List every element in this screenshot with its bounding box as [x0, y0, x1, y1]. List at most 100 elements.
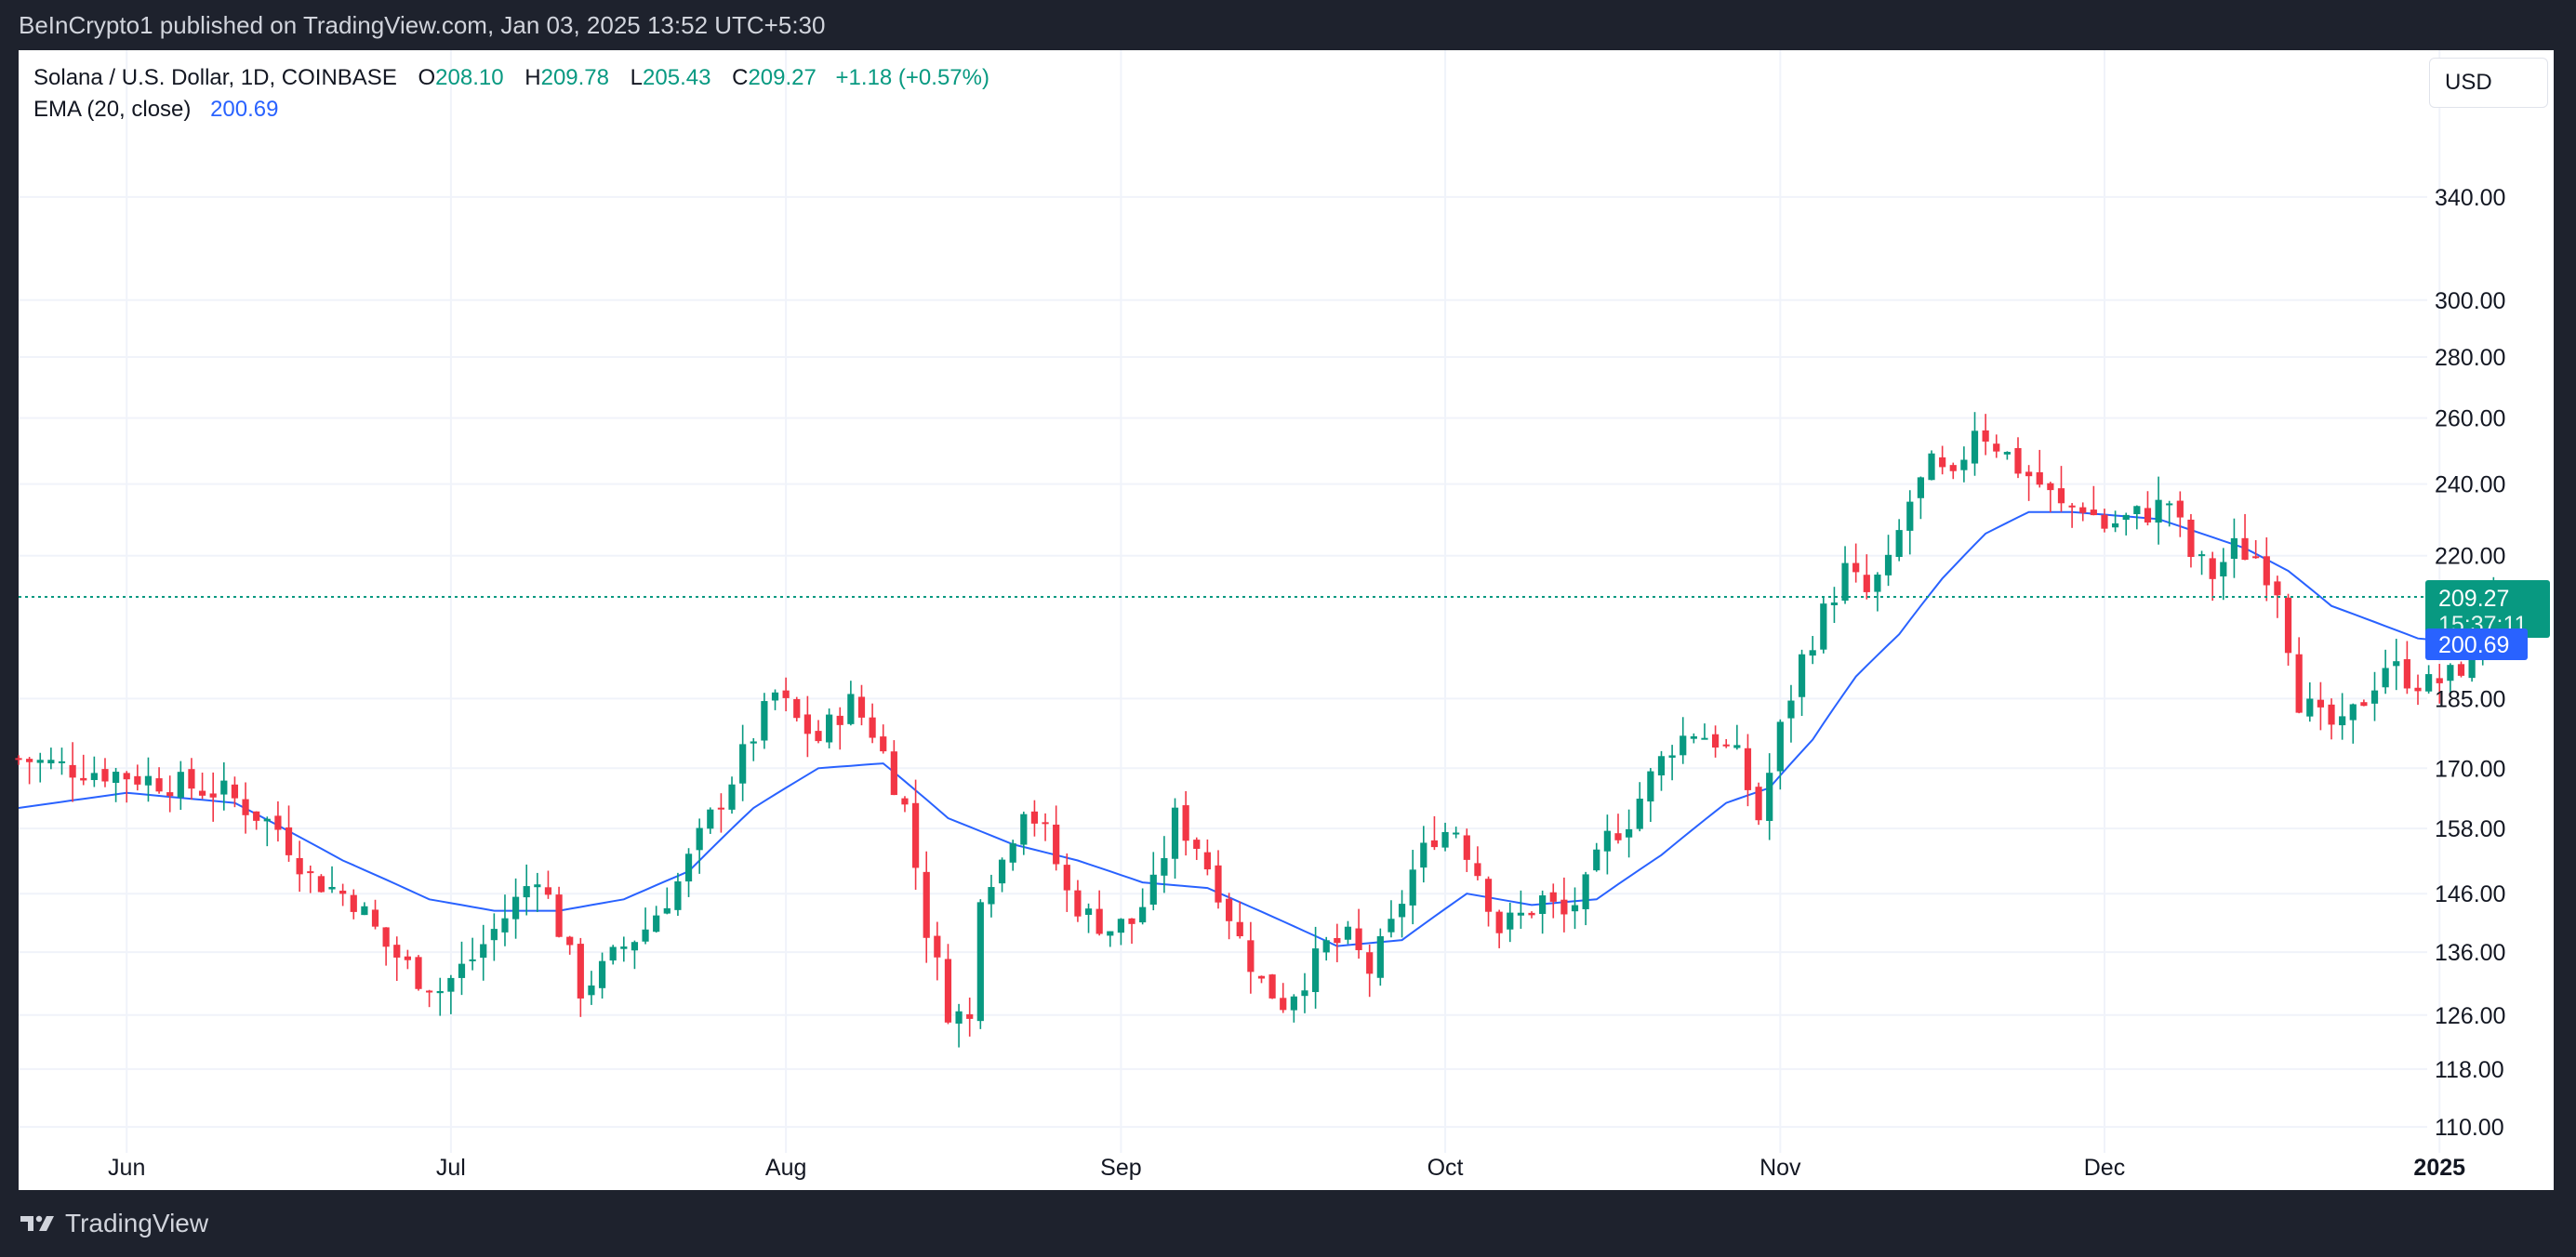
candle-body — [155, 778, 163, 792]
close-label: C — [732, 65, 749, 90]
candle-body — [1268, 974, 1276, 999]
close-value: 209.27 — [748, 65, 817, 90]
candle-body — [1820, 603, 1827, 650]
candle-body — [1560, 899, 1568, 915]
candle-body — [1107, 931, 1114, 936]
candle-body — [101, 769, 109, 782]
ema-price-value: 200.69 — [2438, 632, 2509, 658]
candle-body — [2263, 556, 2270, 586]
candle-body — [2090, 509, 2097, 516]
candle-body — [1095, 908, 1103, 934]
price-tick-label: 280.00 — [2435, 345, 2505, 371]
candle-body — [426, 990, 433, 993]
candle-body — [2414, 687, 2422, 692]
candle-body — [1636, 799, 1643, 829]
candle-body — [1809, 650, 1816, 656]
tradingview-logo[interactable]: TradingView — [19, 1209, 208, 1238]
candle-body — [1290, 996, 1297, 1011]
ema-price-tag — [2425, 628, 2528, 661]
candle-body — [15, 758, 22, 761]
open-label: O — [418, 65, 436, 90]
candle-body — [857, 696, 866, 718]
candle-body — [1376, 935, 1384, 978]
candle-body — [2111, 523, 2119, 528]
candle-body — [1311, 948, 1320, 993]
candle-body — [631, 942, 639, 951]
candle-body — [1647, 771, 1654, 802]
candle-body — [1495, 911, 1503, 933]
candle-body — [1798, 654, 1806, 697]
candle-body — [2252, 556, 2260, 559]
candle-body — [1463, 835, 1470, 860]
candle-body — [144, 775, 153, 786]
legend-ema[interactable]: EMA (20, close) 200.69 — [33, 97, 278, 123]
candle-body — [2403, 659, 2410, 689]
candle-body — [1366, 952, 1374, 974]
currency-button[interactable]: USD — [2429, 58, 2548, 108]
candle-body — [2047, 483, 2054, 491]
candle-body — [793, 698, 801, 719]
candle-body — [166, 792, 174, 797]
candle-body — [976, 902, 984, 1022]
candle-body — [36, 760, 44, 763]
candle-body — [988, 887, 995, 905]
legend-symbol: Solana / U.S. Dollar, 1D, COINBASE — [33, 65, 397, 90]
candle-body — [263, 818, 271, 822]
candle-body — [490, 929, 498, 941]
candle-body — [577, 944, 584, 999]
candle-body — [2003, 452, 2011, 455]
candle-body — [1203, 852, 1211, 870]
publisher-text: BeInCrypto1 published on TradingView.com… — [19, 11, 826, 39]
candle-body — [2025, 471, 2033, 477]
candle-body — [1009, 843, 1016, 863]
candle-body — [69, 764, 76, 778]
candle-body — [1680, 735, 1687, 756]
candle-body — [1874, 574, 1881, 592]
time-tick-label: Jun — [108, 1155, 145, 1181]
candle-body — [2468, 645, 2476, 679]
candle-body — [1582, 874, 1589, 909]
candle-body — [2436, 678, 2443, 683]
time-tick-label: Dec — [2084, 1155, 2125, 1181]
candle-body — [2295, 654, 2303, 713]
candle-body — [188, 769, 195, 789]
candle-body — [1939, 456, 1946, 468]
candle-body — [361, 906, 368, 916]
candle-body — [836, 715, 843, 725]
candle-body — [1355, 928, 1362, 950]
tradingview-logo-icon — [20, 1215, 54, 1231]
candle-body — [177, 772, 184, 798]
candle-body — [2036, 471, 2043, 485]
candle-body — [2306, 698, 2314, 717]
candle-body — [1236, 921, 1243, 937]
open-value: 208.10 — [435, 65, 504, 90]
candle-body — [1257, 975, 1266, 979]
candle-body — [1280, 998, 1287, 1011]
candle-body — [1549, 892, 1557, 902]
candle-body — [1344, 926, 1352, 940]
candle-body — [2457, 664, 2465, 676]
candle-body — [534, 884, 541, 888]
legend-ohlc: Solana / U.S. Dollar, 1D, COINBASE O208.… — [33, 65, 989, 91]
candle-body — [123, 773, 130, 780]
candle-body — [1928, 453, 1935, 481]
low-value: 205.43 — [643, 65, 711, 90]
candle-body — [782, 690, 790, 698]
candle-body — [923, 871, 930, 938]
price-tick-label: 220.00 — [2435, 544, 2505, 570]
ema-value: 200.69 — [210, 97, 279, 122]
candle-body — [2166, 503, 2173, 506]
candle-body — [598, 960, 606, 988]
candle-body — [1226, 898, 1233, 921]
candle-body — [339, 890, 347, 894]
candle-body — [317, 876, 325, 893]
time-tick-label: Sep — [1100, 1155, 1141, 1181]
candle-body — [1603, 830, 1611, 852]
candle-body — [588, 985, 595, 996]
price-tick-label: 110.00 — [2435, 1115, 2504, 1141]
candle-body — [826, 714, 833, 743]
candle-body — [966, 1013, 974, 1019]
last-price-tag — [2425, 580, 2550, 639]
